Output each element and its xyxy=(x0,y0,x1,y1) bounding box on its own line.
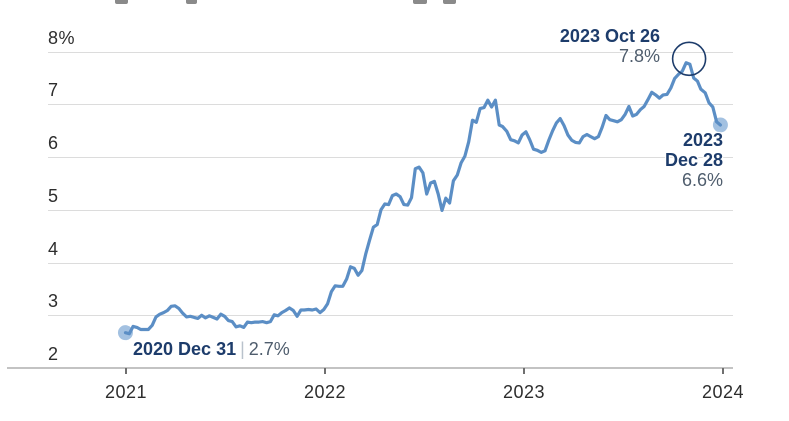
x-axis-tick-label: 2022 xyxy=(303,382,347,402)
x-axis-tick-label: 2021 xyxy=(104,382,148,402)
clipped-title-fragment xyxy=(443,0,456,4)
x-axis-line xyxy=(7,367,733,369)
x-axis-tick xyxy=(125,368,127,374)
annotation-start: 2020 Dec 31 | 2.7% xyxy=(133,339,290,359)
y-axis-tick-label: 8% xyxy=(48,27,76,48)
y-gridline xyxy=(48,157,733,159)
y-axis-tick-label: 2 xyxy=(48,344,59,364)
y-axis-tick-label: 5 xyxy=(48,185,59,206)
y-gridline xyxy=(48,209,733,211)
annotation-start-separator: | xyxy=(240,339,245,359)
y-axis-tick-label: 3 xyxy=(48,291,59,312)
y-gridline xyxy=(48,104,733,106)
y-axis-tick-label: 4 xyxy=(48,238,59,259)
annotation-peak-date: 2023 Oct 26 xyxy=(559,26,660,46)
y-axis-tick-label: 6 xyxy=(48,133,59,154)
annotation-start-date: 2020 Dec 31 xyxy=(133,339,237,359)
x-axis-tick xyxy=(722,368,724,374)
annotation-peak: 2023 Oct 26 7.8% xyxy=(560,26,660,66)
annotation-end: 2023 Dec 28 6.6% xyxy=(665,130,723,190)
y-gridline xyxy=(48,51,733,53)
y-axis-tick-label: 7 xyxy=(48,80,59,101)
x-axis-tick xyxy=(523,368,525,374)
clipped-title-fragment xyxy=(413,0,427,4)
annotation-end-year: 2023 xyxy=(682,130,723,150)
y-gridline xyxy=(48,262,733,264)
annotation-end-date: Dec 28 xyxy=(664,150,723,170)
clipped-title-fragment xyxy=(186,0,197,4)
annotation-end-value: 6.6% xyxy=(681,170,723,190)
peak-highlight-circle xyxy=(671,41,707,77)
rate-line xyxy=(123,61,722,336)
x-axis-tick-label: 2023 xyxy=(502,382,546,402)
annotation-peak-value: 7.8% xyxy=(618,46,660,66)
y-gridline xyxy=(48,315,733,317)
x-axis-tick-label: 2024 xyxy=(701,382,745,402)
annotation-start-value: 2.7% xyxy=(248,339,290,359)
x-axis-tick xyxy=(324,368,326,374)
clipped-title-fragment xyxy=(115,0,128,4)
